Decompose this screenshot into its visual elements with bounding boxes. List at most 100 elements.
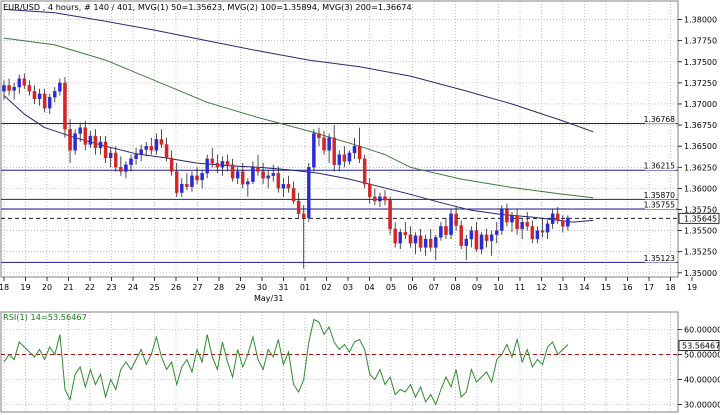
candle [164, 137, 169, 162]
candle [230, 158, 235, 182]
candle-body [342, 154, 347, 162]
price-tick-label: 1.36500 [684, 142, 717, 151]
date-tick-label: 29 [235, 283, 245, 292]
candle [515, 209, 519, 235]
price-panel [0, 0, 679, 278]
candle-body [225, 161, 230, 165]
date-tick-label: 02 [321, 283, 331, 292]
candle-body [154, 139, 159, 151]
candle [220, 156, 225, 176]
candle [42, 88, 47, 113]
candle [540, 217, 545, 238]
candle-body [540, 230, 545, 233]
date-tick-label: 04 [364, 283, 374, 292]
candle [312, 129, 316, 172]
candle [342, 146, 347, 168]
candle-body [108, 152, 113, 159]
price-tick-label: 1.36250 [684, 163, 717, 172]
candle [235, 167, 240, 185]
candle [205, 154, 209, 179]
candle [550, 209, 555, 229]
candle-body [545, 223, 550, 233]
candle [154, 133, 159, 155]
rsi-grid [1, 312, 678, 412]
level-label-bg [645, 162, 676, 171]
candle [169, 150, 174, 176]
candle-body [378, 196, 382, 202]
candle [301, 205, 306, 269]
candle [368, 178, 372, 204]
candle [27, 80, 32, 96]
candle [63, 76, 67, 138]
candle [251, 161, 255, 185]
candle [469, 226, 474, 248]
date-tick-label: 16 [622, 283, 632, 292]
level-label-bg [645, 254, 676, 263]
candle [291, 181, 296, 204]
candle [520, 217, 524, 240]
date-tick-label: 08 [450, 283, 460, 292]
month-label: May/31 [254, 294, 283, 303]
candle-body [418, 235, 423, 248]
candle [454, 206, 458, 231]
candle [73, 129, 77, 155]
price-tick-label: 1.37750 [684, 37, 717, 46]
candle-body [520, 221, 524, 230]
candle-body [566, 217, 570, 227]
candle [7, 78, 11, 96]
candle-body [124, 164, 128, 172]
candle [261, 163, 265, 185]
candle-body [322, 137, 326, 151]
candle-body [398, 232, 402, 244]
candle-body [357, 146, 362, 159]
candle [479, 232, 484, 255]
candle-body [469, 230, 474, 240]
candle [393, 222, 397, 248]
price-tick-label: 1.36750 [684, 121, 717, 130]
candle [545, 220, 550, 240]
candle [190, 171, 194, 192]
candle [327, 133, 331, 164]
date-tick-label: 21 [63, 283, 73, 292]
ma-line [3, 8, 594, 133]
candle [408, 226, 413, 248]
candle-body [164, 144, 169, 159]
candle-body [47, 97, 52, 109]
candle [535, 226, 540, 244]
date-tick-label: 13 [558, 283, 568, 292]
date-tick-label: 28 [214, 283, 224, 292]
candle-body [200, 173, 204, 181]
date-tick-label: 27 [192, 283, 202, 292]
candle [510, 212, 514, 233]
candle [347, 150, 352, 165]
candle-body [489, 234, 494, 241]
price-tick-label: 1.35500 [684, 227, 717, 236]
candle-body [368, 184, 372, 197]
date-tick-label: 25 [149, 283, 159, 292]
candle [296, 192, 301, 218]
candle [418, 228, 423, 252]
candle-body [53, 91, 57, 98]
candle [22, 73, 27, 89]
candle-body [251, 167, 255, 182]
candle-body [63, 82, 67, 130]
candle [281, 178, 286, 197]
rsi-panel [0, 311, 679, 413]
candle [195, 167, 199, 185]
candle [180, 178, 184, 197]
candle-body [327, 137, 331, 151]
rsi-axis: 60.00000 50.00000 40.00000 30.00000 53.56467 [678, 326, 720, 410]
candle-body [434, 237, 438, 248]
candle-body [159, 139, 164, 145]
candle-body [149, 146, 154, 151]
candle-body [78, 127, 82, 134]
candle-body [73, 133, 77, 151]
candle-body [114, 152, 118, 168]
candle-body [32, 91, 37, 100]
candle-body [352, 146, 357, 154]
candle [561, 215, 565, 233]
candle-body [515, 215, 519, 230]
candle-body [454, 213, 458, 226]
